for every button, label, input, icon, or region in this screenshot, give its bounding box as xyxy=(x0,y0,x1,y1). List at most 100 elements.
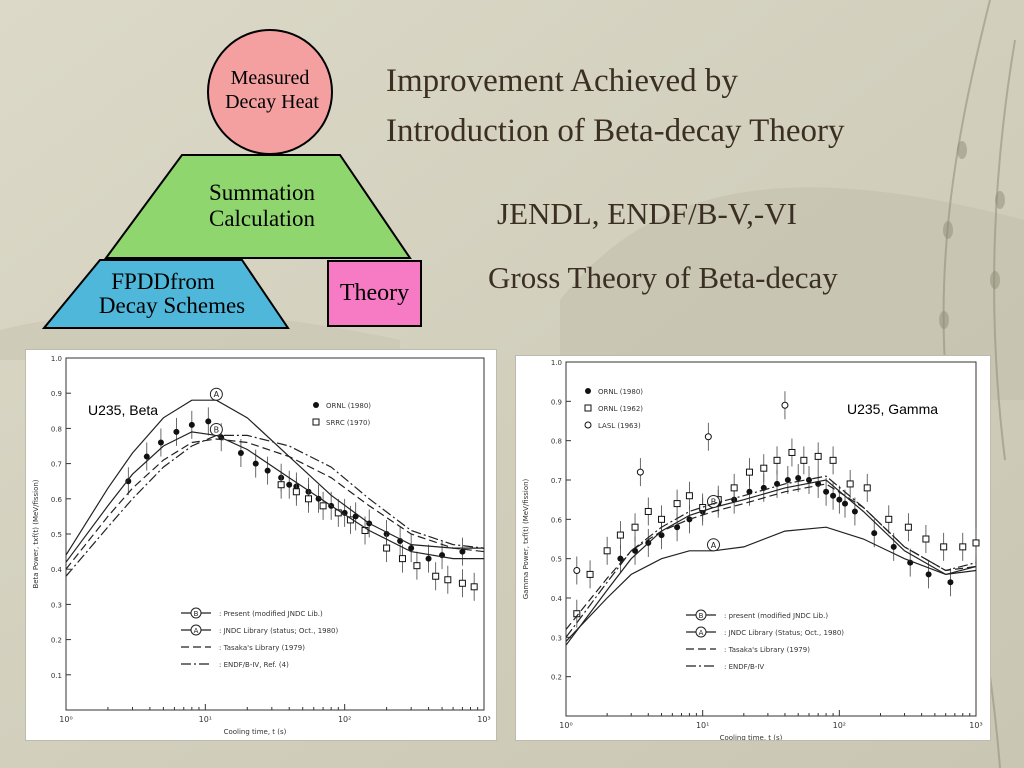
y-tick-label: 0.8 xyxy=(551,438,562,446)
data-point xyxy=(745,468,753,476)
data-point xyxy=(143,453,150,460)
data-point xyxy=(685,492,693,500)
data-point xyxy=(573,566,581,574)
data-point xyxy=(304,495,312,503)
data-point xyxy=(277,481,285,489)
legend-label: : Tasaka's Library (1979) xyxy=(219,644,305,652)
key-symbol xyxy=(313,402,319,408)
fpdd-trapezoid xyxy=(41,259,290,329)
y-tick-label: 0.9 xyxy=(551,398,562,406)
data-point xyxy=(644,507,652,515)
data-point xyxy=(846,480,854,488)
data-point xyxy=(125,478,132,485)
legend-label: : Tasaka's Library (1979) xyxy=(724,646,810,654)
y-tick-label: 0.1 xyxy=(51,672,62,680)
legend-marker xyxy=(695,626,707,638)
y-tick-label: 0.5 xyxy=(51,531,62,539)
subtitle-gross-theory: Gross Theory of Beta-decay xyxy=(488,260,838,295)
series-line xyxy=(65,431,484,563)
series-line xyxy=(565,479,977,646)
slide-title-line1: Improvement Achieved by xyxy=(386,63,738,99)
data-point xyxy=(658,515,666,523)
curve-marker-label: A xyxy=(711,541,717,550)
data-point xyxy=(784,477,791,483)
y-tick-label: 0.9 xyxy=(51,390,62,398)
x-tick-label: 10¹ xyxy=(696,721,709,730)
data-point xyxy=(863,484,871,492)
legend-marker-label: A xyxy=(194,627,199,635)
x-axis-label: Cooling time, t (s) xyxy=(720,734,783,740)
beta-chart: 0.1 0.2 0.3 0.4 0.5 0.6 0.7 0.8 0.9 1.0 10⁰ 10¹ 10² 1… xyxy=(32,355,491,736)
y-tick-label: 0.2 xyxy=(51,637,62,645)
legend-marker xyxy=(190,607,202,619)
data-point xyxy=(773,456,781,464)
key-symbol xyxy=(584,404,592,412)
data-point xyxy=(432,572,440,580)
legend-label: : Present (modified JNDC Lib.) xyxy=(219,610,323,618)
key-symbol xyxy=(312,418,320,426)
data-point xyxy=(383,544,391,552)
data-point xyxy=(315,495,322,502)
curve-marker xyxy=(209,387,223,401)
data-point xyxy=(408,545,415,552)
data-point xyxy=(674,524,681,531)
data-point xyxy=(237,450,244,457)
data-point xyxy=(830,492,837,499)
legend-marker-label: B xyxy=(699,612,704,620)
legend-label: : ENDF/B-IV xyxy=(724,663,764,671)
data-point xyxy=(836,496,843,503)
slide-title: Improvement Achieved by Introduction of … xyxy=(386,56,1006,156)
y-tick-label: 0.3 xyxy=(51,601,62,609)
curve-marker-label: A xyxy=(214,390,220,399)
data-point xyxy=(458,579,466,587)
series-line xyxy=(65,434,485,577)
y-axis-label: Gamma Power, txf(t) (MeV/fission) xyxy=(522,478,530,599)
key-label: ORNL (1962) xyxy=(598,405,643,413)
data-point xyxy=(947,579,954,586)
y-tick-label: 0.6 xyxy=(51,496,63,504)
gamma-chart-panel: 0.2 0.3 0.4 0.5 0.6 0.7 0.8 0.9 1.0 10⁰ 10¹ 10² 10³ C… xyxy=(516,356,990,740)
gamma-chart: 0.2 0.3 0.4 0.5 0.6 0.7 0.8 0.9 1.0 10⁰ 10¹ 10² 10³ C… xyxy=(522,359,983,740)
data-point xyxy=(658,532,665,539)
curve-marker xyxy=(706,538,720,552)
key-symbol xyxy=(585,388,591,394)
data-point xyxy=(603,547,611,555)
y-tick-label: 0.4 xyxy=(51,566,63,574)
data-point xyxy=(823,488,830,495)
data-point xyxy=(292,488,300,496)
data-point xyxy=(885,515,893,523)
data-point xyxy=(841,500,848,507)
y-tick-label: 0.3 xyxy=(551,634,562,642)
beta-chart-panel: 0.1 0.2 0.3 0.4 0.5 0.6 0.7 0.8 0.9 1.0 10⁰ 10¹ 10² 1… xyxy=(26,350,496,740)
legend-label: : present (modified JNDC Lib.) xyxy=(724,612,828,620)
data-point xyxy=(157,439,164,446)
fpdd-label-line2: Decay Schemes xyxy=(99,293,245,318)
data-point xyxy=(188,421,195,428)
gamma-chart-title: U235, Gamma xyxy=(847,401,939,417)
key-label: ORNL (1980) xyxy=(326,402,371,410)
y-tick-label: 0.6 xyxy=(551,516,563,524)
legend-marker-label: B xyxy=(194,610,199,618)
data-point xyxy=(890,543,897,550)
x-tick-label: 10³ xyxy=(477,715,490,724)
x-tick-label: 10⁰ xyxy=(559,721,572,730)
y-tick-label: 0.2 xyxy=(551,674,562,682)
data-point xyxy=(631,523,639,531)
decay-heat-diagram: Measured Decay Heat Summation Calculatio… xyxy=(41,29,412,329)
y-tick-label: 0.7 xyxy=(51,461,62,469)
data-point xyxy=(413,562,421,570)
x-tick-label: 10⁰ xyxy=(59,715,72,724)
curve-marker xyxy=(209,422,223,436)
legend-label: : JNDC Library (Status; Oct., 1980) xyxy=(724,629,844,637)
series-line xyxy=(65,438,485,570)
x-axis-label: Cooling time, t (s) xyxy=(224,728,287,736)
data-point xyxy=(586,570,594,578)
data-point xyxy=(959,543,967,551)
data-point xyxy=(425,555,432,562)
data-point xyxy=(730,484,738,492)
data-point xyxy=(398,555,406,563)
data-point xyxy=(459,548,466,555)
x-tick-label: 10³ xyxy=(969,721,982,730)
data-point xyxy=(871,530,878,537)
data-point xyxy=(829,456,837,464)
